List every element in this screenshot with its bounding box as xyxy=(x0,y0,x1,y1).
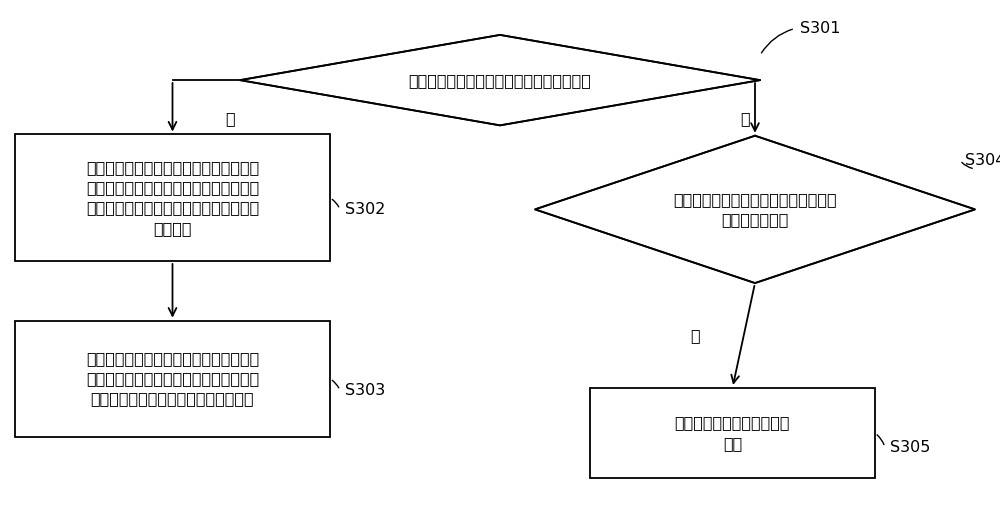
Text: S301: S301 xyxy=(800,21,840,36)
Text: S305: S305 xyxy=(890,439,930,455)
Text: 判断机油压力传感器是否处于正常运行状态: 判断机油压力传感器是否处于正常运行状态 xyxy=(409,72,591,88)
Text: 是: 是 xyxy=(690,328,700,343)
Text: S303: S303 xyxy=(345,383,385,398)
Text: 否: 否 xyxy=(740,111,750,126)
Polygon shape xyxy=(535,136,975,283)
Bar xyxy=(15,134,330,261)
Text: 判断电动机油泵的当前工作时长是否小
于工作时长阈值: 判断电动机油泵的当前工作时长是否小 于工作时长阈值 xyxy=(673,192,837,227)
Text: 是: 是 xyxy=(225,111,235,126)
Text: S304: S304 xyxy=(965,153,1000,168)
Text: 判断机油压力传感器反馈的第一当前主油
道压力值是否小于第一主油道压力阀值、
电动机油泵的当前工作时长是否小于工作
时长阈值: 判断机油压力传感器反馈的第一当前主油 道压力值是否小于第一主油道压力阀值、 电动… xyxy=(86,160,259,236)
Text: S302: S302 xyxy=(345,202,385,217)
Bar xyxy=(590,388,875,478)
Bar xyxy=(15,321,330,437)
Text: 若第一当前主油道压力值小于第一主油道
压力阀值并且当前工作时长小于工作时长
阈值，控制电动机油泵进行预润滑操作: 若第一当前主油道压力值小于第一主油道 压力阀值并且当前工作时长小于工作时长 阈值… xyxy=(86,351,259,406)
Polygon shape xyxy=(240,35,760,126)
Text: 控制电动机油泵进行预润滑
操作: 控制电动机油泵进行预润滑 操作 xyxy=(675,415,790,451)
